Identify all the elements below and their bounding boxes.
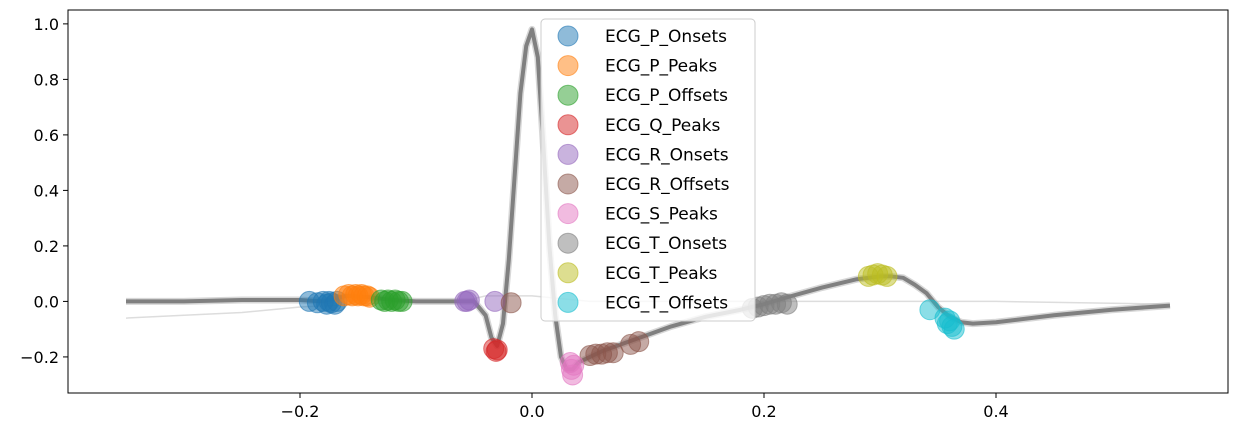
series-ecg-p-offsets — [370, 289, 413, 312]
points-layer — [298, 263, 965, 386]
series-ecg-r-onsets — [454, 289, 506, 312]
y-tick-label: −0.2 — [20, 348, 59, 367]
y-tick-label: 0.4 — [34, 181, 59, 200]
series-ecg-t-offsets — [919, 299, 965, 340]
legend-marker — [557, 84, 579, 106]
x-tick-label: −0.2 — [281, 402, 320, 421]
x-tick-label: 0.4 — [983, 402, 1008, 421]
plot-frame — [67, 9, 1229, 394]
y-tick-label: 0.6 — [34, 126, 59, 145]
legend-label: ECG_R_Onsets — [605, 145, 729, 165]
y-tick-label: 0.2 — [34, 237, 59, 256]
series-ecg-q-peaks — [483, 338, 508, 362]
legend-label: ECG_Q_Peaks — [605, 116, 721, 136]
data-point — [458, 289, 480, 311]
legend-marker — [557, 232, 579, 254]
legend-item: ECG_T_Onsets — [557, 232, 727, 254]
legend-marker — [557, 262, 579, 284]
legend-label: ECG_S_Peaks — [605, 205, 718, 225]
legend-box — [540, 18, 756, 322]
data-point — [943, 318, 965, 340]
data-point — [486, 339, 508, 361]
legend-item: ECG_T_Peaks — [557, 262, 718, 284]
legend-label: ECG_R_Offsets — [605, 175, 730, 195]
data-point — [563, 354, 585, 376]
legend-item: ECG_P_Onsets — [557, 25, 727, 47]
series-ecg-t-peaks — [857, 263, 898, 287]
legend-label: ECG_T_Peaks — [605, 264, 718, 284]
legend-item: ECG_S_Peaks — [557, 203, 718, 225]
legend-marker — [557, 143, 579, 165]
data-point — [500, 292, 522, 314]
legend-item: ECG_T_Offsets — [557, 291, 728, 313]
data-point — [876, 265, 898, 287]
legend-marker — [557, 173, 579, 195]
legend-marker — [557, 291, 579, 313]
legend-marker — [557, 114, 579, 136]
y-tick-label: 1.0 — [34, 15, 59, 34]
y-tick-label: 0.0 — [34, 292, 59, 311]
x-tick-label: 0.2 — [751, 402, 776, 421]
legend-item: ECG_P_Offsets — [557, 84, 728, 106]
series-ecg-r-offsets — [500, 292, 650, 367]
data-point — [776, 293, 798, 315]
legend-label: ECG_P_Offsets — [605, 86, 728, 106]
legend-item: ECG_R_Offsets — [557, 173, 730, 195]
legend-item: ECG_R_Onsets — [557, 143, 729, 165]
data-point — [628, 331, 650, 353]
series-ecg-s-peaks — [559, 351, 585, 386]
legend: ECG_P_Onsets ECG_P_Peaks ECG_P_Offsets ECG_… — [540, 18, 756, 322]
legend-label: ECG_T_Offsets — [605, 293, 728, 313]
data-point — [391, 290, 413, 312]
y-axis: −0.2 0.0 0.2 0.4 0.6 0.8 1.0 — [20, 15, 68, 367]
legend-label: ECG_P_Onsets — [605, 27, 727, 47]
legend-label: ECG_T_Onsets — [605, 234, 727, 254]
legend-marker — [557, 55, 579, 77]
legend-label: ECG_P_Peaks — [605, 57, 717, 77]
legend-item: ECG_P_Peaks — [557, 55, 717, 77]
legend-marker — [557, 203, 579, 225]
x-tick-label: 0.0 — [519, 402, 544, 421]
x-axis: −0.2 0.0 0.2 0.4 — [281, 393, 1009, 421]
y-tick-label: 0.8 — [34, 70, 59, 89]
legend-marker — [557, 25, 579, 47]
data-point — [602, 342, 624, 364]
legend-item: ECG_Q_Peaks — [557, 114, 721, 136]
